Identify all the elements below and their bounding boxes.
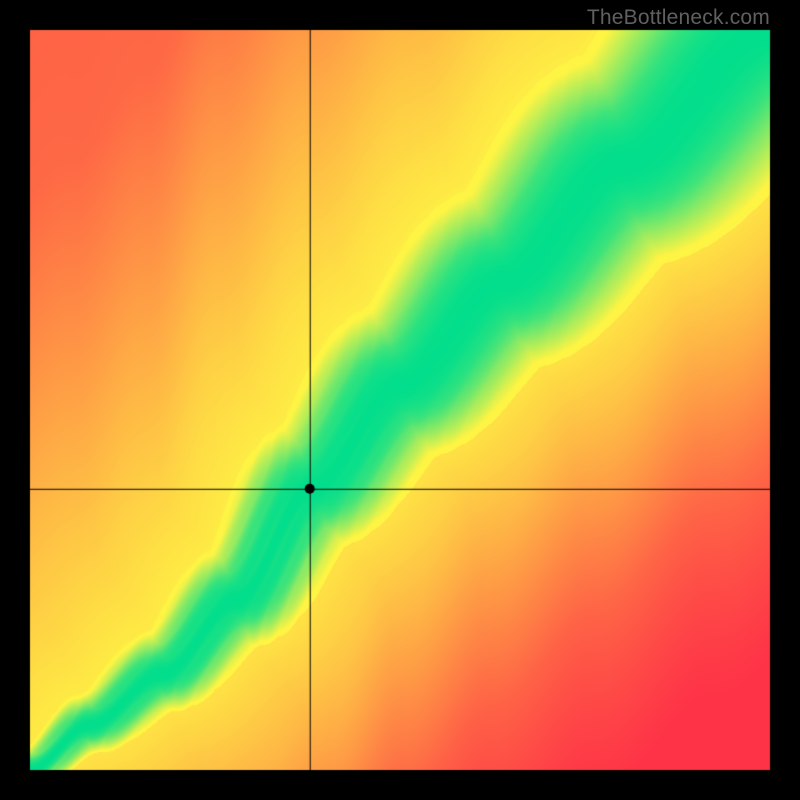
bottleneck-heatmap [0,0,800,800]
chart-container: TheBottleneck.com [0,0,800,800]
watermark-text: TheBottleneck.com [587,6,770,30]
